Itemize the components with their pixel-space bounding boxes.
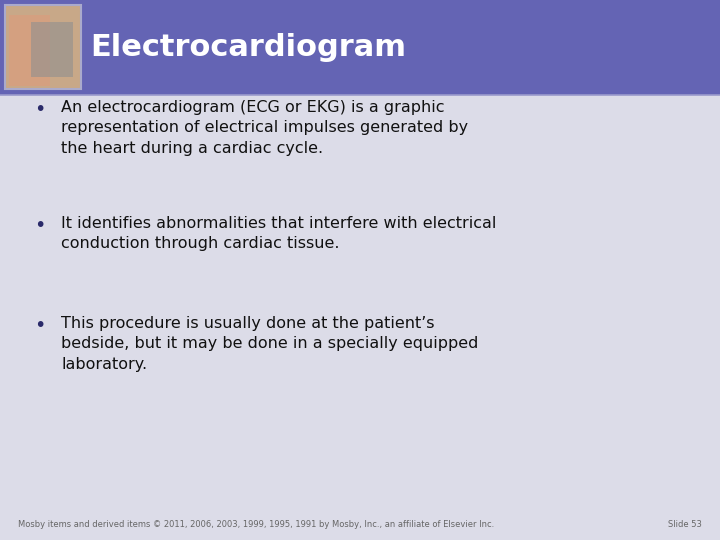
Text: Mosby items and derived items © 2011, 2006, 2003, 1999, 1995, 1991 by Mosby, Inc: Mosby items and derived items © 2011, 20… xyxy=(18,520,494,529)
Text: It identifies abnormalities that interfere with electrical
conduction through ca: It identifies abnormalities that interfe… xyxy=(61,216,497,252)
Text: Slide 53: Slide 53 xyxy=(668,520,702,529)
Text: Electrocardiogram: Electrocardiogram xyxy=(90,33,406,62)
Bar xyxy=(5,5,81,89)
Text: •: • xyxy=(34,316,45,335)
Text: •: • xyxy=(34,100,45,119)
Text: An electrocardiogram (ECG or EKG) is a graphic
representation of electrical impu: An electrocardiogram (ECG or EKG) is a g… xyxy=(61,100,468,156)
Text: •: • xyxy=(34,216,45,235)
Bar xyxy=(9,15,50,86)
Bar xyxy=(0,0,720,94)
Text: This procedure is usually done at the patient’s
bedside, but it may be done in a: This procedure is usually done at the pa… xyxy=(61,316,479,372)
Bar xyxy=(32,22,73,77)
